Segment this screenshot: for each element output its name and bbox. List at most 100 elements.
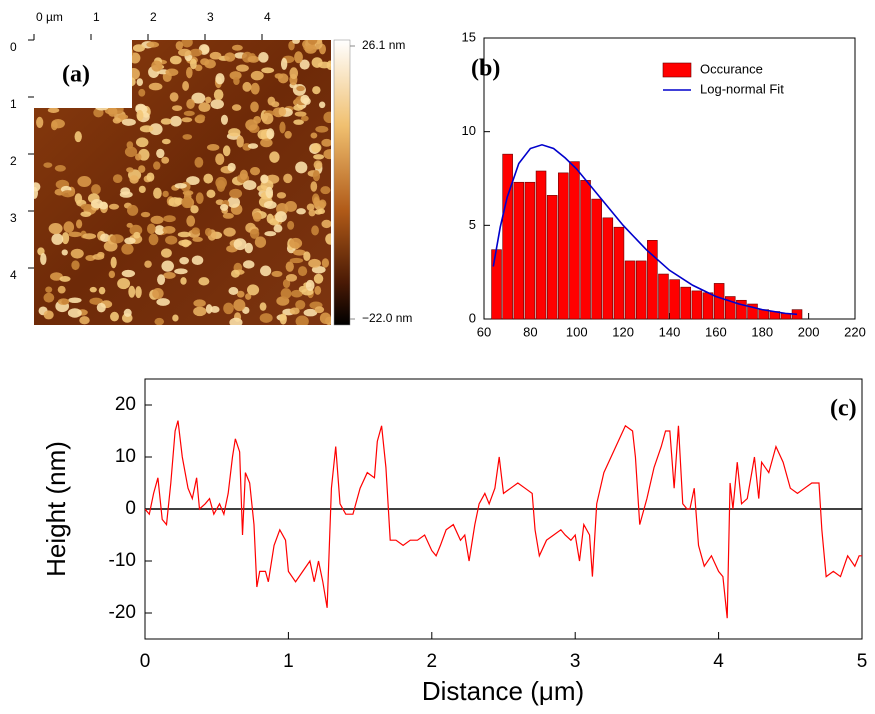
afm-grain xyxy=(122,119,136,126)
afm-grain xyxy=(269,151,279,163)
x-tick-label: 5 xyxy=(857,651,868,672)
afm-grain xyxy=(289,67,298,79)
afm-grain xyxy=(204,59,216,68)
afm-grain xyxy=(315,306,325,313)
afm-grain xyxy=(181,117,192,122)
afm-grain xyxy=(193,299,205,307)
afm-grain xyxy=(162,139,171,145)
afm-grain xyxy=(184,111,195,116)
afm-grain xyxy=(59,276,70,282)
afm-grain xyxy=(248,143,258,149)
afm-grain xyxy=(172,314,178,321)
afm-grain xyxy=(124,309,132,317)
y-tick-label: -20 xyxy=(109,602,136,623)
afm-grain xyxy=(91,199,103,209)
x-tick-label: 180 xyxy=(751,324,773,339)
afm-grain xyxy=(260,266,271,277)
afm-grain xyxy=(139,186,146,193)
afm-grain xyxy=(163,226,176,234)
bar xyxy=(525,182,535,319)
bar xyxy=(703,293,713,319)
afm-grain xyxy=(170,56,182,65)
afm-grain xyxy=(179,257,189,264)
afm-grain xyxy=(223,145,231,156)
bar xyxy=(503,154,513,319)
afm-grain xyxy=(113,174,122,183)
afm-grain xyxy=(251,71,264,81)
x-tick-label: 140 xyxy=(659,324,681,339)
afm-grain xyxy=(298,266,307,276)
y-tick-label: 5 xyxy=(469,217,476,232)
afm-grain xyxy=(127,223,133,228)
afm-grain xyxy=(186,99,195,109)
afm-grain xyxy=(186,67,193,78)
y-tick-label: 0 xyxy=(10,40,17,54)
afm-grain xyxy=(49,223,63,234)
afm-grain xyxy=(266,128,274,139)
afm-grain xyxy=(121,243,133,254)
afm-grain xyxy=(294,51,303,63)
y-tick-label: 3 xyxy=(10,211,17,225)
afm-grain xyxy=(307,204,315,211)
afm-grain xyxy=(296,316,309,328)
afm-grain xyxy=(318,209,325,214)
afm-grain xyxy=(243,260,254,268)
afm-grain xyxy=(189,49,202,57)
x-tick-label: 4 xyxy=(264,10,271,24)
bar xyxy=(614,227,624,319)
afm-grain xyxy=(61,299,68,304)
afm-grain xyxy=(110,312,119,322)
profile-line xyxy=(145,421,862,619)
afm-grain xyxy=(210,52,222,60)
afm-grain xyxy=(308,259,321,268)
afm-grain xyxy=(198,102,210,112)
afm-grain xyxy=(211,99,224,109)
y-tick-label: 15 xyxy=(462,29,476,44)
afm-grain xyxy=(205,228,212,236)
afm-grain xyxy=(193,307,206,317)
afm-grain xyxy=(296,86,305,91)
afm-grain xyxy=(178,240,191,246)
afm-grain xyxy=(243,180,256,190)
afm-grain xyxy=(311,225,319,235)
afm-grain xyxy=(283,174,292,183)
afm-grain xyxy=(61,190,74,197)
afm-grain xyxy=(43,162,52,167)
afm-grain xyxy=(250,167,260,175)
afm-grain xyxy=(71,249,84,259)
afm-grain xyxy=(206,304,213,314)
afm-grain xyxy=(303,251,310,261)
legend-swatch xyxy=(663,63,691,77)
afm-grain xyxy=(109,204,119,210)
afm-grain xyxy=(40,253,46,265)
afm-grain xyxy=(129,175,138,183)
afm-grain xyxy=(194,157,203,168)
afm-grain xyxy=(161,260,174,271)
afm-grain xyxy=(161,248,172,257)
afm-grain xyxy=(305,45,317,54)
afm-grain xyxy=(149,234,159,246)
afm-grain xyxy=(314,160,323,169)
afm-grain xyxy=(172,105,182,111)
afm-grain xyxy=(156,149,164,158)
afm-grain xyxy=(228,128,240,136)
afm-grain xyxy=(215,177,227,189)
y-tick-label: 10 xyxy=(462,123,476,138)
afm-grain xyxy=(313,170,320,181)
afm-grain xyxy=(122,270,135,277)
bar xyxy=(636,261,646,319)
afm-grain xyxy=(290,307,300,314)
afm-grain xyxy=(280,313,287,324)
afm-grain xyxy=(68,308,82,317)
afm-grain xyxy=(322,258,329,267)
afm-grain xyxy=(58,286,66,294)
afm-grain xyxy=(141,212,150,217)
afm-grain xyxy=(192,255,203,265)
afm-grain xyxy=(117,278,130,289)
afm-grain xyxy=(223,227,235,236)
afm-grain xyxy=(178,232,191,238)
afm-grain xyxy=(260,302,267,310)
afm-grain xyxy=(311,133,318,139)
afm-grain xyxy=(55,165,66,172)
afm-grain xyxy=(207,144,219,151)
